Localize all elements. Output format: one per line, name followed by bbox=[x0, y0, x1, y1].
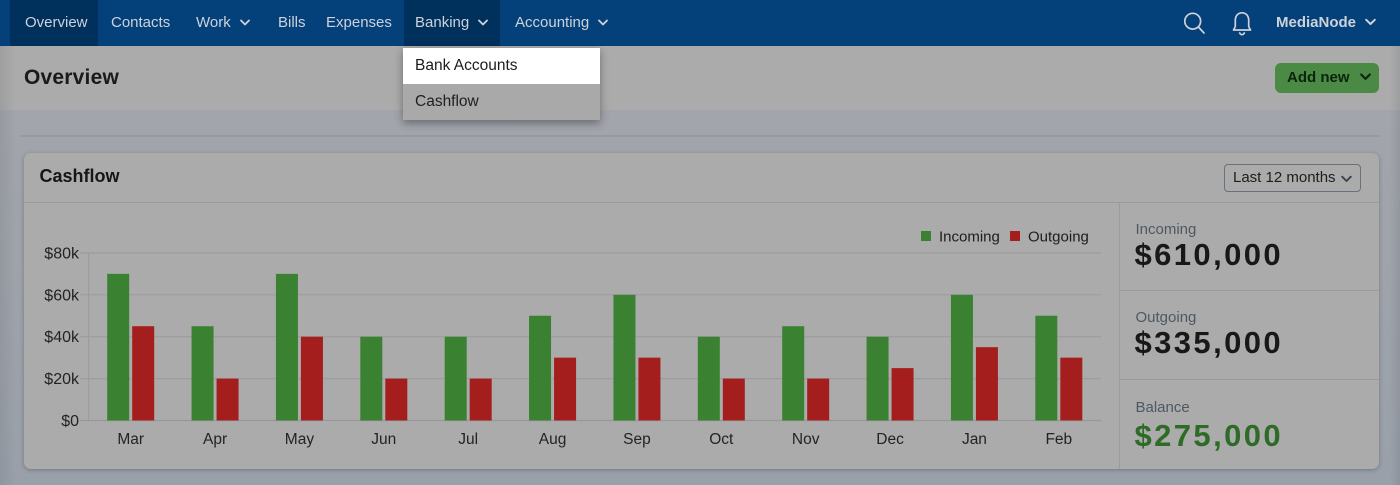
svg-text:Mar: Mar bbox=[117, 431, 144, 448]
svg-text:Aug: Aug bbox=[539, 431, 567, 448]
svg-text:Oct: Oct bbox=[709, 431, 734, 448]
svg-text:Feb: Feb bbox=[1045, 431, 1072, 448]
svg-text:Jan: Jan bbox=[962, 431, 987, 448]
svg-text:Sep: Sep bbox=[623, 431, 651, 448]
svg-text:Jul: Jul bbox=[458, 431, 478, 448]
svg-text:Apr: Apr bbox=[203, 431, 227, 448]
svg-text:Dec: Dec bbox=[876, 431, 904, 448]
svg-text:$60k: $60k bbox=[44, 287, 80, 304]
svg-text:Outgoing: Outgoing bbox=[1028, 229, 1089, 246]
svg-text:$40k: $40k bbox=[44, 329, 80, 346]
svg-text:Nov: Nov bbox=[792, 431, 820, 448]
svg-text:Jun: Jun bbox=[371, 431, 396, 448]
svg-text:Incoming: Incoming bbox=[939, 229, 1000, 246]
svg-text:$0: $0 bbox=[61, 413, 79, 430]
svg-text:May: May bbox=[285, 431, 315, 448]
svg-text:$80k: $80k bbox=[44, 245, 80, 262]
svg-text:$20k: $20k bbox=[44, 371, 80, 388]
